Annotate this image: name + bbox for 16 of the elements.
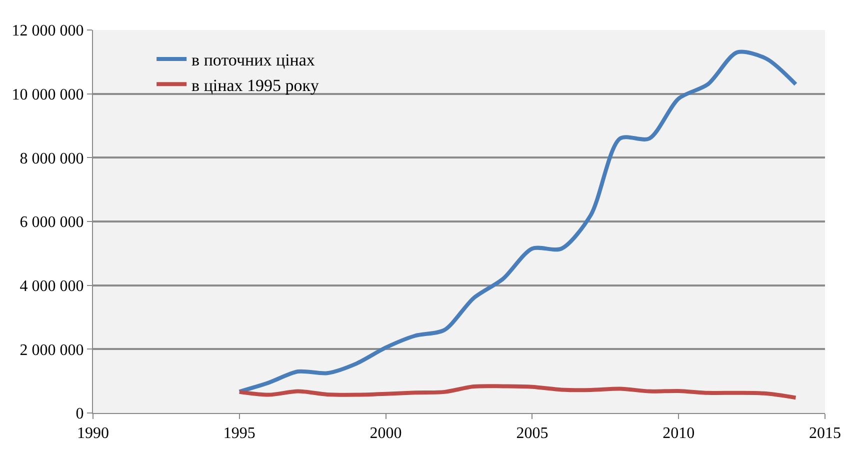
y-tick-label: 4 000 000 xyxy=(20,278,84,295)
x-tick-label: 2015 xyxy=(809,425,841,442)
y-tick-label: 10 000 000 xyxy=(12,86,84,104)
x-tick-label: 2000 xyxy=(370,425,402,442)
legend-label: в поточних цінах xyxy=(192,50,316,70)
y-tick-label: 12 000 000 xyxy=(12,22,84,40)
x-tick-label: 2010 xyxy=(662,425,695,442)
y-tick-label: 0 xyxy=(76,406,84,423)
x-tick-label: 1995 xyxy=(223,425,256,442)
y-tick-label: 2 000 000 xyxy=(20,342,84,359)
legend-label: в цінах 1995 року xyxy=(192,76,320,95)
x-tick-label: 1990 xyxy=(77,425,109,442)
x-tick-label: 2005 xyxy=(516,425,548,442)
line-series xyxy=(237,384,798,400)
y-tick-label: 8 000 000 xyxy=(20,150,84,168)
y-tick-label: 6 000 000 xyxy=(20,214,84,232)
